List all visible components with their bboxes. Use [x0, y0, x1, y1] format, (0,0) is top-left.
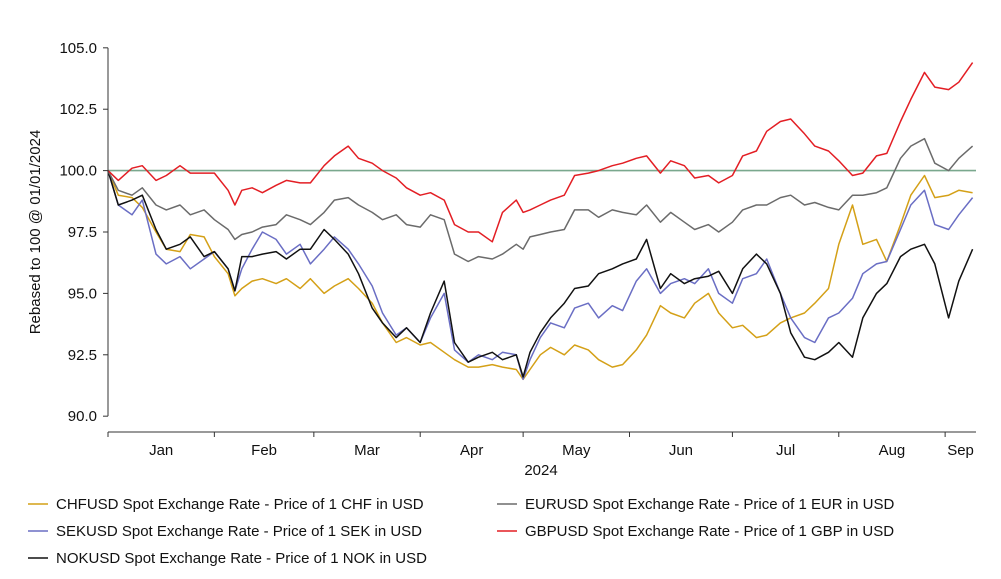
x-tick-label: Sep: [947, 442, 974, 459]
legend-item: SEKUSD Spot Exchange Rate - Price of 1 S…: [28, 523, 422, 540]
legend-item: NOKUSD Spot Exchange Rate - Price of 1 N…: [28, 550, 427, 567]
legend: CHFUSD Spot Exchange Rate - Price of 1 C…: [28, 496, 894, 567]
series-line-4: [107, 170, 974, 378]
plot-area: [107, 62, 976, 381]
series-line-3: [107, 62, 974, 243]
y-tick-label: 95.0: [68, 285, 97, 302]
x-axis: Jan Feb Mar Apr May Jun Jul Aug Sep: [107, 431, 976, 459]
x-tick-label: May: [562, 442, 591, 459]
legend-label: SEKUSD Spot Exchange Rate - Price of 1 S…: [56, 523, 422, 540]
y-axis: 105.0 102.5 100.0 97.5 95.0 92.5 90.0: [59, 40, 109, 425]
series-line-2: [107, 170, 974, 381]
legend-label: CHFUSD Spot Exchange Rate - Price of 1 C…: [56, 496, 424, 513]
y-tick-label: 90.0: [68, 408, 97, 425]
x-tick-label: Mar: [354, 442, 380, 459]
legend-item: EURUSD Spot Exchange Rate - Price of 1 E…: [497, 496, 894, 513]
x-tick-label: Aug: [879, 442, 906, 459]
legend-label: GBPUSD Spot Exchange Rate - Price of 1 G…: [525, 523, 894, 540]
y-axis-title: Rebased to 100 @ 01/01/2024: [27, 130, 44, 335]
legend-item: CHFUSD Spot Exchange Rate - Price of 1 C…: [28, 496, 424, 513]
x-tick-label: Jan: [149, 442, 173, 459]
x-axis-title: 2024: [524, 462, 557, 479]
legend-label: EURUSD Spot Exchange Rate - Price of 1 E…: [525, 496, 894, 513]
y-tick-label: 97.5: [68, 224, 97, 241]
x-tick-label: Apr: [460, 442, 483, 459]
x-tick-label: Feb: [251, 442, 277, 459]
series-line-1: [107, 137, 974, 263]
y-tick-label: 105.0: [59, 40, 97, 57]
y-tick-label: 100.0: [59, 163, 97, 180]
legend-label: NOKUSD Spot Exchange Rate - Price of 1 N…: [56, 550, 427, 567]
x-tick-label: Jun: [669, 442, 693, 459]
y-tick-label: 102.5: [59, 101, 97, 118]
legend-item: GBPUSD Spot Exchange Rate - Price of 1 G…: [497, 523, 894, 540]
x-tick-label: Jul: [776, 442, 795, 459]
y-tick-label: 92.5: [68, 347, 97, 364]
series-line-0: [107, 170, 973, 381]
